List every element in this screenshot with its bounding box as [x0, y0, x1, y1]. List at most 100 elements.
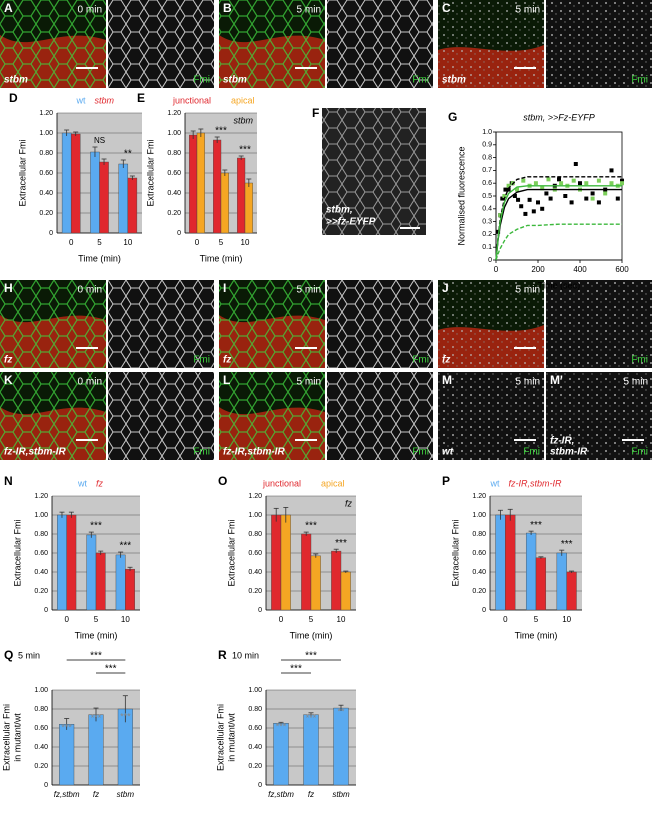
y-axis-label: Normalised fluorescence — [456, 146, 466, 245]
panel-channel: Fmi — [193, 447, 210, 458]
panel-letter: N — [4, 474, 13, 488]
y-tick-label: 0 — [482, 607, 486, 614]
bar — [271, 514, 282, 611]
data-point — [536, 200, 540, 205]
y-tick-label: 1.00 — [167, 130, 181, 137]
cell-junctions — [438, 0, 544, 88]
significance: *** — [306, 713, 317, 723]
data-point — [503, 187, 508, 192]
data-point — [496, 229, 501, 234]
cell-junctions — [546, 0, 652, 88]
x-tick-label: 0 — [64, 615, 69, 624]
panel-channel: Fmi — [193, 355, 210, 366]
significance: *** — [91, 713, 102, 723]
panel-channel: Fmi — [412, 355, 429, 366]
y-tick-label: 1.00 — [248, 687, 262, 694]
y-axis-label: Extracellular Fmi — [12, 519, 22, 586]
panel-time: 5 min — [516, 285, 540, 296]
x-axis-label: Time (min) — [75, 630, 118, 640]
data-point — [584, 196, 589, 201]
bar — [495, 514, 506, 611]
panel-letter: M' — [550, 373, 563, 387]
y-axis-label: Extracellular Fmi — [226, 519, 236, 586]
panel-letter: H — [4, 281, 13, 295]
significance: NS — [94, 136, 105, 145]
panel-genotype: stbm — [442, 75, 466, 86]
data-point — [502, 194, 507, 198]
bar — [535, 557, 547, 611]
x-axis-label: Time (min) — [290, 630, 333, 640]
y-tick-label: 1.00 — [472, 512, 486, 519]
data-point — [596, 178, 601, 183]
significance: ** — [337, 706, 345, 716]
y-tick-label: 0.2 — [482, 231, 492, 238]
significance: *** — [119, 541, 131, 552]
y-tick-label: 0.80 — [167, 150, 181, 157]
y-tick-label: 0.40 — [248, 744, 262, 751]
y-tick-label: 1.20 — [167, 110, 181, 117]
significance: ** — [124, 149, 132, 160]
y-tick-label: 0 — [488, 257, 492, 264]
bar — [189, 134, 198, 234]
x-axis-label: Time (sec) — [538, 280, 580, 290]
significance: *** — [61, 723, 72, 733]
data-point — [571, 178, 576, 183]
y-tick-label: 0.20 — [248, 763, 262, 770]
legend-entry: junctional — [262, 478, 301, 488]
data-point — [603, 191, 608, 196]
cell-junctions — [327, 0, 433, 88]
data-point — [533, 181, 538, 186]
x-tick-label: 5 — [534, 615, 539, 624]
bar — [59, 724, 75, 786]
panel-genotype: stbm, — [326, 205, 353, 216]
panel-genotype: fz — [442, 355, 450, 366]
y-tick-label: 1.20 — [39, 110, 53, 117]
y-tick-label: 0.8 — [482, 154, 492, 161]
y-tick-label: 0.20 — [34, 588, 48, 595]
data-point — [544, 191, 549, 196]
x-tick-label: 5 — [97, 238, 102, 247]
bar — [566, 571, 577, 611]
fit-curve — [495, 185, 622, 261]
panel-genotype: stbm — [223, 75, 247, 86]
panel-letter: M — [442, 373, 452, 387]
y-tick-label: 0.40 — [39, 190, 53, 197]
plot-frame — [495, 131, 623, 261]
data-point — [546, 177, 551, 182]
y-tick-label: 0.60 — [167, 170, 181, 177]
y-tick-label: 0.40 — [34, 569, 48, 576]
x-tick-label: 200 — [531, 265, 545, 274]
cell-junctions — [546, 280, 652, 368]
cell-junctions — [327, 372, 433, 460]
data-point — [540, 206, 545, 211]
x-tick-label: 10 — [121, 615, 130, 624]
data-point — [569, 200, 574, 205]
data-point — [512, 194, 517, 198]
comparison-label: *** — [290, 664, 302, 675]
x-tick-label: fz,stbm — [54, 790, 80, 799]
panel-letter: P — [442, 474, 450, 488]
bar — [244, 182, 253, 234]
y-tick-label: 1.00 — [34, 687, 48, 694]
data-point — [523, 211, 528, 216]
data-point — [506, 187, 511, 192]
y-tick-label: 0 — [177, 230, 181, 237]
cell-junctions — [219, 280, 325, 368]
panel-time: 5 min — [297, 285, 321, 296]
y-tick-label: 0.60 — [34, 725, 48, 732]
cell-junctions — [438, 280, 544, 368]
bar — [70, 133, 81, 234]
y-axis-label: in mutant/wt — [226, 713, 236, 762]
y-tick-label: 0.6 — [482, 180, 492, 187]
significance: *** — [239, 145, 251, 156]
y-tick-label: 0.60 — [34, 550, 48, 557]
data-point — [615, 196, 620, 201]
y-tick-label: 0.20 — [248, 588, 262, 595]
bar — [196, 132, 205, 234]
bar — [86, 534, 97, 611]
legend-entry: wt — [490, 478, 500, 488]
data-point — [519, 204, 524, 209]
panel-time: 0 min — [78, 285, 102, 296]
data-point — [515, 187, 519, 192]
